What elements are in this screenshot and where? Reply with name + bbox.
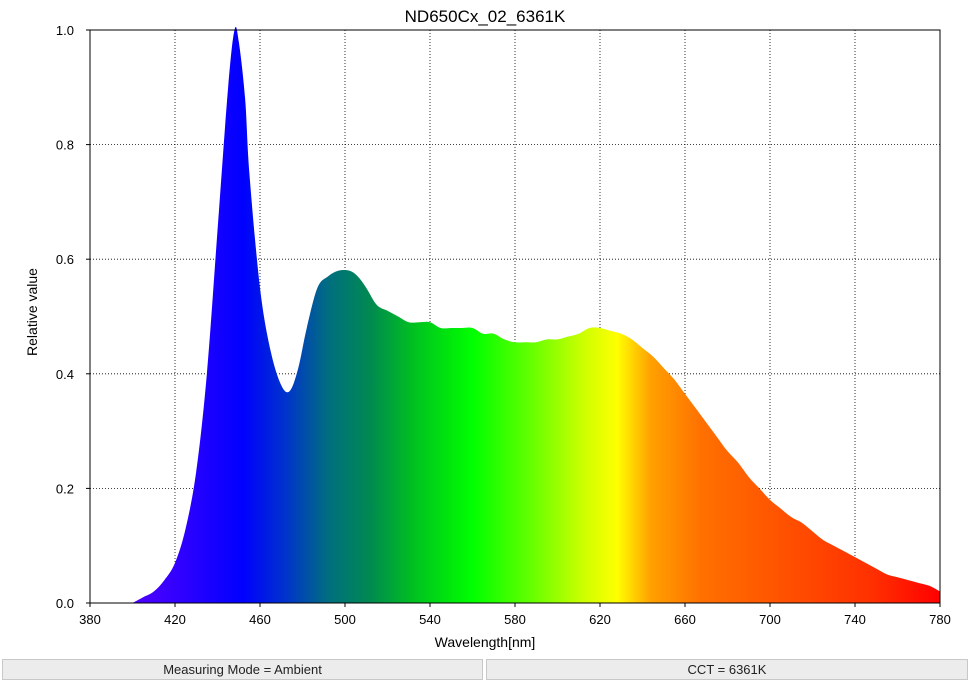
y-tick-label: 0.6 <box>56 252 74 267</box>
x-tick-label: 380 <box>79 612 101 627</box>
x-axis-label: Wavelength[nm] <box>435 634 536 650</box>
x-tick-label: 420 <box>164 612 186 627</box>
measuring-mode-status: Measuring Mode = Ambient <box>2 659 483 680</box>
x-tick-label: 740 <box>844 612 866 627</box>
spectrum-chart: ND650Cx_02_6361K 380 420 460 500 540 580 620 66… <box>24 7 951 650</box>
y-tick-label: 0.2 <box>56 481 74 496</box>
x-tick-label: 700 <box>759 612 781 627</box>
x-tick-label: 620 <box>589 612 611 627</box>
spectrum-area <box>132 26 940 603</box>
y-tick-label: 1.0 <box>56 23 74 38</box>
y-axis: 0.0 0.2 0.4 0.6 0.8 1.0 <box>56 23 90 611</box>
x-tick-label: 460 <box>249 612 271 627</box>
x-tick-label: 500 <box>334 612 356 627</box>
cct-status: CCT = 6361K <box>486 659 968 680</box>
y-tick-label: 0.4 <box>56 367 74 382</box>
x-tick-label: 580 <box>504 612 526 627</box>
x-tick-label: 660 <box>674 612 696 627</box>
y-axis-label: Relative value <box>24 268 40 356</box>
x-tick-label: 780 <box>929 612 951 627</box>
x-axis: 380 420 460 500 540 580 620 660 700 740 780 <box>79 603 951 627</box>
y-tick-label: 0.8 <box>56 138 74 153</box>
y-tick-label: 0.0 <box>56 596 74 611</box>
x-tick-label: 540 <box>419 612 441 627</box>
chart-title: ND650Cx_02_6361K <box>405 7 566 26</box>
status-bar: Measuring Mode = Ambient CCT = 6361K <box>0 658 970 683</box>
